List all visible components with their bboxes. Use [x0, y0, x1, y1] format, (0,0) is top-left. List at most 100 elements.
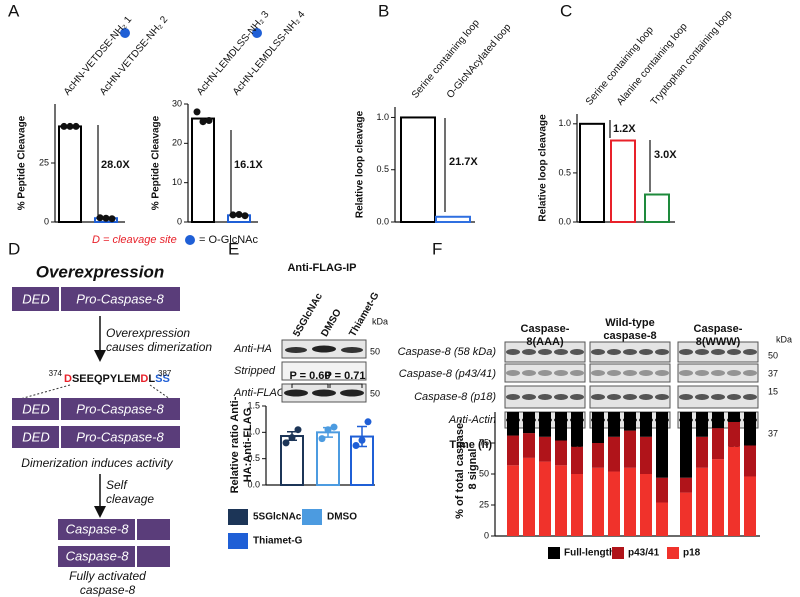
- pro-label: Pro-Caspase-8: [76, 291, 164, 306]
- kda-marker: 37: [768, 428, 778, 438]
- blot-title: Anti-FLAG-IP: [287, 262, 356, 274]
- stacked-segment: [744, 412, 756, 446]
- diagram-title: Overexpression: [36, 262, 165, 281]
- bracket: [291, 383, 329, 388]
- blot-band: [554, 394, 568, 400]
- blot-band: [695, 349, 709, 355]
- y-tick-label: 30: [172, 98, 182, 108]
- blot-band: [679, 349, 693, 355]
- procaspase-box: DED Pro-Caspase-8: [12, 426, 180, 448]
- stacked-segment: [624, 467, 636, 536]
- stacked-segment: [592, 443, 604, 468]
- stacked-segment: [680, 477, 692, 493]
- bar: [58, 125, 82, 223]
- blot-band: [711, 394, 725, 400]
- stacked-segment: [728, 421, 740, 447]
- blot-band: [591, 394, 605, 400]
- glcnac-icon: [252, 28, 262, 38]
- seq-end: 387: [158, 369, 172, 378]
- data-point: [330, 423, 338, 431]
- procaspase-box: DED Pro-Caspase-8: [12, 398, 180, 420]
- result: Fully activated caspase-8: [69, 569, 146, 597]
- data-point: [60, 122, 68, 130]
- sequence-part: SEEQPYLEM: [72, 373, 140, 385]
- legend-swatch: [612, 547, 624, 559]
- kda: kDa: [372, 316, 388, 326]
- blot-band: [679, 394, 693, 400]
- stacked-segment: [523, 433, 535, 458]
- group-title: Caspase-8(WWW): [693, 323, 743, 348]
- annotation: 28.0X: [101, 159, 130, 171]
- stacked-segment: [523, 412, 535, 434]
- panel-label: C: [560, 1, 572, 20]
- glcnac-icon: [120, 28, 130, 38]
- y-tick-label: 10: [172, 177, 182, 187]
- stacked-segment: [656, 502, 668, 536]
- stacked-segment: [640, 412, 652, 437]
- blot-band: [607, 370, 621, 376]
- caspase-label: Caspase-8: [66, 521, 130, 536]
- stacked-segment: [728, 446, 740, 536]
- data-point: [241, 212, 249, 220]
- data-point: [66, 122, 74, 130]
- stacked-segment: [640, 436, 652, 474]
- blot-band: [743, 394, 757, 400]
- y-tick-label: 1.0: [558, 118, 571, 128]
- blot-band: [570, 394, 584, 400]
- legend-swatch: [228, 533, 248, 549]
- kda: kDa: [776, 334, 792, 344]
- blot-band: [711, 370, 725, 376]
- ded-label: DED: [22, 291, 49, 306]
- y-tick-label: 1.5: [247, 400, 260, 410]
- legend-label: DMSO: [327, 512, 357, 523]
- blot-band: [655, 394, 669, 400]
- pro-label: Pro-Caspase-8: [76, 401, 164, 416]
- blot-band: [711, 349, 725, 355]
- y-tick-label: 20: [172, 138, 182, 148]
- blot-row: Caspase-8 (p43/41): [399, 368, 497, 380]
- y-tick-label: 50: [479, 468, 489, 478]
- stacked-segment: [744, 445, 756, 477]
- data-point: [108, 215, 116, 223]
- legend-label: 5SGlcNAc: [253, 512, 302, 523]
- data-point: [358, 436, 366, 444]
- stacked-segment: [680, 492, 692, 536]
- y-axis-label: Relative loop cleavage: [538, 114, 549, 222]
- y-tick-label: 0: [484, 530, 489, 540]
- group-title: Caspase-8(AAA): [520, 323, 570, 348]
- panel-label: F: [432, 239, 442, 258]
- stacked-segment: [571, 474, 583, 536]
- blot-band: [570, 370, 584, 376]
- blot-band: [522, 394, 536, 400]
- blot-band: [522, 370, 536, 376]
- lane-label: DMSO: [319, 307, 344, 339]
- step1: Overexpression causes dimerization: [106, 326, 213, 354]
- data-point: [205, 117, 213, 125]
- blot-band: [679, 370, 693, 376]
- panel-label: D: [8, 239, 20, 258]
- blot-band: [607, 349, 621, 355]
- annotation: 21.7X: [449, 156, 478, 168]
- stacked-segment: [680, 412, 692, 478]
- kda-marker: 50: [370, 388, 380, 398]
- blot-band: [538, 349, 552, 355]
- step2: Dimerization induces activity: [21, 456, 173, 470]
- stacked-segment: [728, 412, 740, 422]
- blot-band: [639, 394, 653, 400]
- bar: [400, 116, 436, 223]
- stacked-segment: [696, 412, 708, 437]
- stacked-segment: [507, 435, 519, 466]
- y-tick-label: 0: [177, 216, 182, 226]
- bar: [191, 117, 215, 223]
- stacked-segment: [712, 459, 724, 536]
- category-label: Serine containing loop: [410, 17, 482, 100]
- bar: [610, 139, 636, 223]
- category-label: O-GlcNAcylated loop: [445, 22, 514, 101]
- blot-band: [743, 370, 757, 376]
- blot-row: Anti-HA: [233, 343, 272, 355]
- time-label: Time (h): [449, 439, 492, 451]
- y-axis-label: % Peptide Cleavage: [17, 115, 28, 210]
- y-tick-label: 75: [479, 437, 489, 447]
- blot-band: [623, 370, 637, 376]
- blot-band: [623, 394, 637, 400]
